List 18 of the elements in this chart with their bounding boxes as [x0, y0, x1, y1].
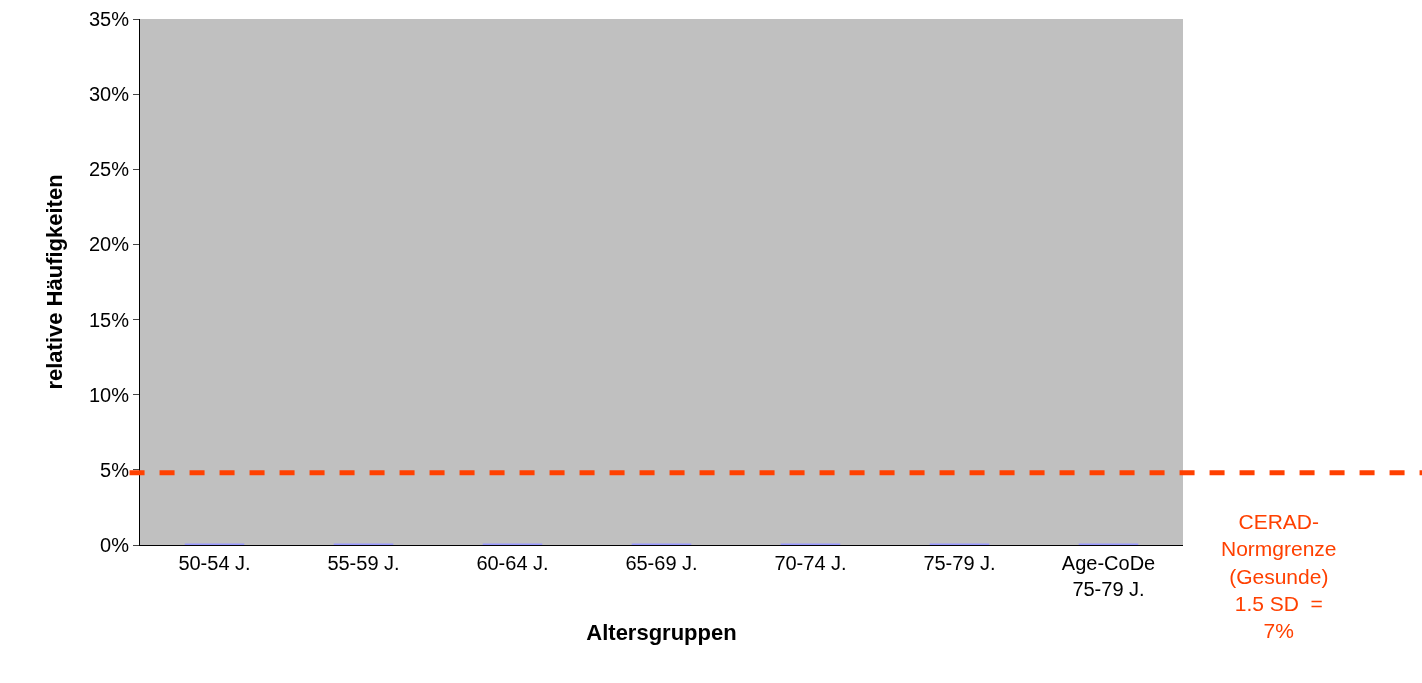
- x-tick-label: 55-59 J.: [327, 552, 400, 574]
- y-tick-label: 15%: [88, 308, 130, 331]
- x-tick-label: 60-64 J.: [476, 552, 549, 574]
- y-tick-label: 30%: [88, 83, 130, 106]
- y-tick-label: 25%: [88, 158, 130, 181]
- y-tick-label: 35%: [88, 8, 130, 30]
- y-axis-title: relative Häufigkeiten: [41, 174, 67, 390]
- y-tick-label: 0%: [100, 534, 130, 556]
- x-tick-label: 70-74 J.: [774, 552, 847, 574]
- y-tick-label: 10%: [88, 383, 130, 406]
- x-tick-label: 75-79 J.: [923, 552, 996, 574]
- x-tick-label: Age-CoDe 75-79 J.: [1061, 552, 1156, 600]
- x-axis-title: Altersgruppen: [586, 619, 737, 645]
- x-tick-label: 65-69 J.: [625, 552, 698, 574]
- y-tick-label: 20%: [88, 233, 130, 256]
- text: CERAD- Normgrenze (Gesunde) 1.5 SD = 7%: [1221, 510, 1337, 643]
- x-tick-label: 50-54 J.: [178, 552, 251, 574]
- y-tick-label: 5%: [100, 458, 130, 481]
